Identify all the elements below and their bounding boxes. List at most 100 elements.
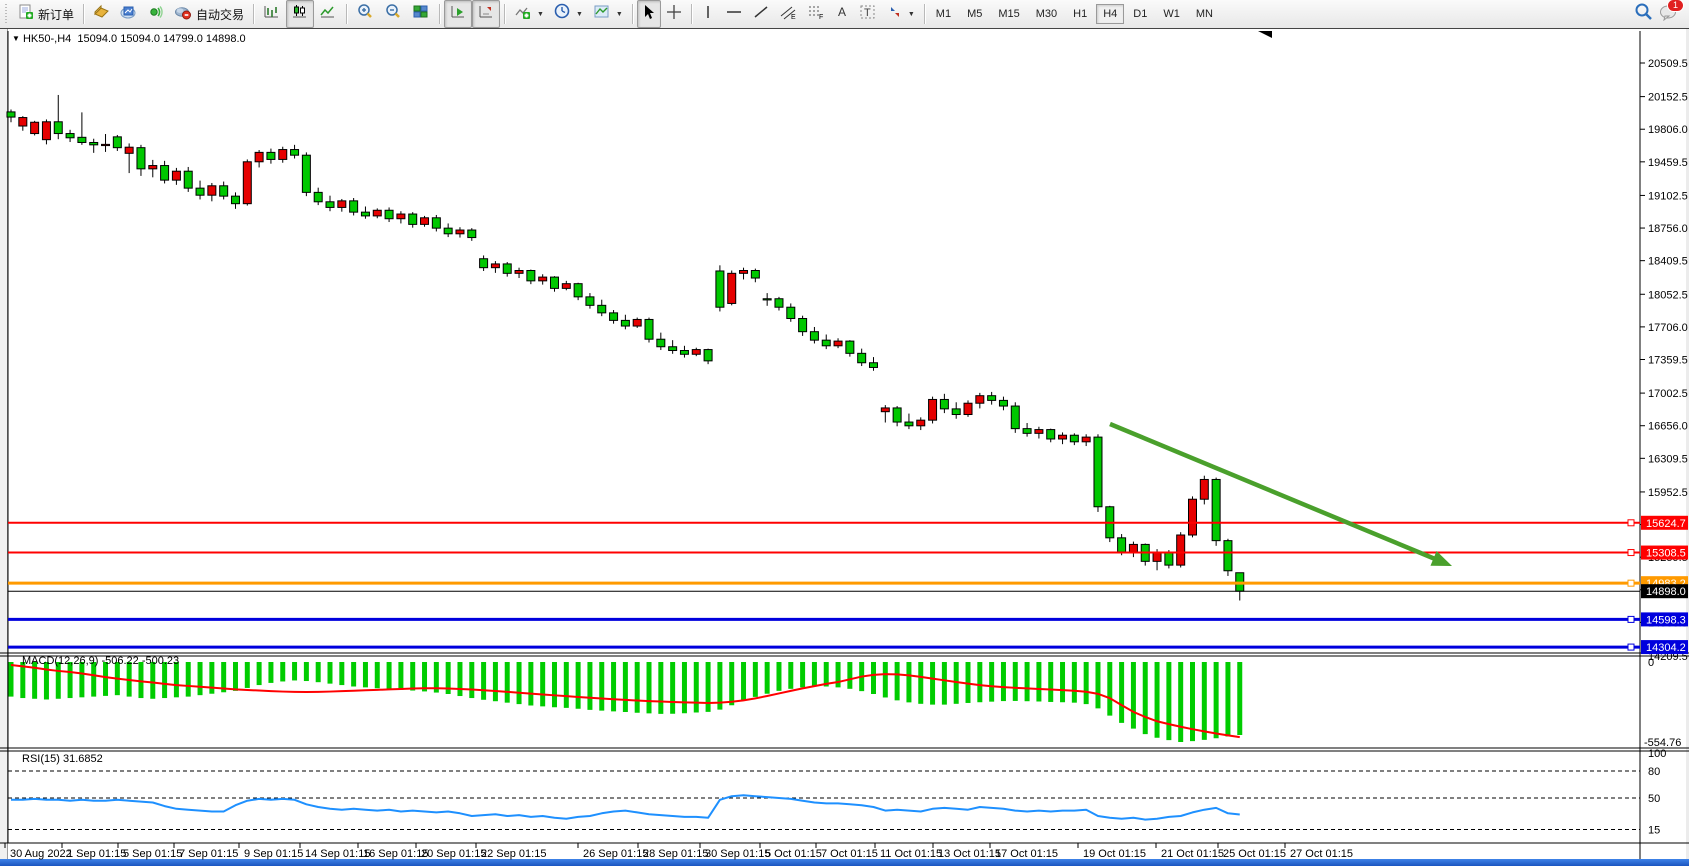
svg-text:30 Aug 2022: 30 Aug 2022	[10, 848, 72, 860]
indicators-icon	[514, 4, 532, 25]
zoom-in-button[interactable]	[351, 0, 379, 28]
periods-button[interactable]: ▼	[549, 0, 588, 28]
svg-text:1 Sep 01:15: 1 Sep 01:15	[67, 848, 126, 860]
hline-object[interactable]: 14983.2	[8, 576, 1688, 591]
candle	[1140, 543, 1150, 566]
candle	[798, 315, 808, 336]
profiles-button[interactable]	[88, 0, 115, 28]
trendline-icon	[753, 4, 769, 25]
candle	[585, 293, 595, 309]
tile-windows-button[interactable]	[407, 0, 435, 28]
sound-alert-button[interactable]	[142, 0, 169, 28]
svg-text:11 Oct 01:15: 11 Oct 01:15	[880, 848, 942, 860]
candle	[112, 134, 122, 151]
chart-shift-marker[interactable]	[1258, 31, 1272, 38]
dropdown-caret-icon: ▼	[907, 10, 915, 18]
auto-trading-button[interactable]: 自动交易	[169, 0, 249, 28]
chart-shift-button[interactable]	[472, 0, 501, 28]
indicators-button[interactable]: ▼	[509, 0, 549, 28]
timeframe-m30[interactable]: M30	[1035, 8, 1058, 20]
candle	[561, 280, 571, 291]
chart-window-button[interactable]	[115, 0, 142, 28]
timeframe-m5[interactable]: M5	[967, 8, 983, 20]
toolbar-separator	[631, 4, 633, 24]
auto-scroll-button[interactable]	[444, 0, 473, 28]
candle	[1093, 434, 1103, 512]
toolbar-right-group: 1	[1634, 0, 1687, 26]
symbol-info: HK50-,H4	[22, 33, 72, 45]
candle	[207, 182, 217, 202]
timeframe-h1[interactable]: H1	[1073, 8, 1088, 20]
svg-text:20509.5: 20509.5	[1648, 58, 1688, 70]
candle	[1176, 532, 1186, 568]
candle	[1069, 433, 1079, 446]
tile-windows-icon	[412, 4, 430, 25]
chart-window-icon	[120, 4, 137, 25]
candle	[242, 159, 252, 206]
candle	[360, 206, 370, 219]
candle	[431, 214, 441, 232]
zoom-out-button[interactable]	[379, 0, 407, 28]
candle	[148, 159, 158, 178]
candle	[53, 94, 63, 140]
auto-trading-label: 自动交易	[196, 7, 245, 22]
vertical-line-tool-button[interactable]	[696, 0, 720, 28]
candle	[1022, 422, 1032, 437]
dropdown-caret-icon: ▼	[537, 10, 544, 18]
chart-canvas[interactable]: 20509.5 20152.5 19806.0 19459.5 19102.5 18756…	[0, 29, 1689, 866]
candle	[219, 181, 229, 200]
svg-text:16309.5: 16309.5	[1648, 453, 1688, 465]
horizontal-line-tool-button[interactable]	[720, 0, 748, 28]
candle	[408, 212, 418, 228]
candle	[821, 334, 831, 350]
hline-object[interactable]: 15624.7	[8, 515, 1688, 530]
cursor-tool-button[interactable]	[636, 0, 661, 28]
channel-tool-button[interactable]: E	[774, 0, 802, 28]
candle	[301, 152, 311, 197]
label-tool-button[interactable]: T	[854, 0, 882, 28]
arrows-tool-button[interactable]: ▼	[882, 0, 920, 28]
svg-text:25 Oct 01:15: 25 Oct 01:15	[1223, 848, 1286, 860]
horizontal-line-objects[interactable]: 15624.7 15308.5 14983.2 14598.3 14304.2 14898…	[8, 515, 1688, 655]
timeframe-mn[interactable]: MN	[1195, 8, 1213, 20]
symbol-dropdown-icon[interactable]: ▼	[12, 34, 20, 43]
crosshair-tool-button[interactable]	[661, 0, 687, 28]
ohlc-values: 15094.0 15094.0 14799.0 14898.0	[77, 33, 246, 45]
candlestick-chart-button[interactable]	[286, 0, 315, 28]
trend-arrow[interactable]	[1109, 421, 1452, 566]
svg-text:17002.5: 17002.5	[1648, 388, 1688, 400]
toolbar-separator	[504, 4, 506, 24]
line-chart-button[interactable]	[314, 0, 342, 28]
chart-shift-icon	[477, 4, 495, 25]
arrows-icon	[887, 4, 903, 25]
trendline-tool-button[interactable]	[748, 0, 774, 28]
timeframe-m15[interactable]: M15	[998, 8, 1020, 20]
text-tool-button[interactable]: A	[830, 0, 854, 28]
hline-object[interactable]: 15308.5	[8, 545, 1688, 560]
timeframe-h4[interactable]: H4	[1096, 4, 1125, 24]
timeframe-m1[interactable]: M1	[935, 8, 952, 20]
svg-text:22 Sep 01:15: 22 Sep 01:15	[481, 848, 546, 860]
auto-trading-icon	[174, 4, 192, 25]
hline-object[interactable]: 14304.2	[8, 640, 1688, 655]
notifications-button[interactable]: 1	[1659, 0, 1684, 26]
candle	[183, 166, 193, 192]
candle	[809, 326, 819, 344]
fibonacci-tool-button[interactable]: F	[802, 0, 830, 28]
search-icon[interactable]	[1634, 2, 1653, 26]
candle	[1199, 475, 1209, 505]
timeframe-w1[interactable]: W1	[1163, 8, 1180, 20]
candle	[1128, 541, 1138, 558]
svg-text:14 Sep 01:15: 14 Sep 01:15	[305, 848, 370, 860]
templates-button[interactable]: ▼	[588, 0, 628, 28]
toolbar-grip[interactable]	[5, 4, 10, 24]
toolbar-separator	[690, 4, 692, 24]
hline-object[interactable]: 14598.3	[8, 612, 1688, 627]
candle	[691, 347, 701, 357]
bar-chart-button[interactable]	[258, 0, 286, 28]
new-order-button[interactable]: 新订单	[13, 0, 79, 28]
candle	[18, 116, 28, 131]
cursor-icon	[642, 4, 656, 25]
timeframe-d1[interactable]: D1	[1133, 8, 1148, 20]
bid-price-line: 14898.0	[8, 584, 1688, 599]
